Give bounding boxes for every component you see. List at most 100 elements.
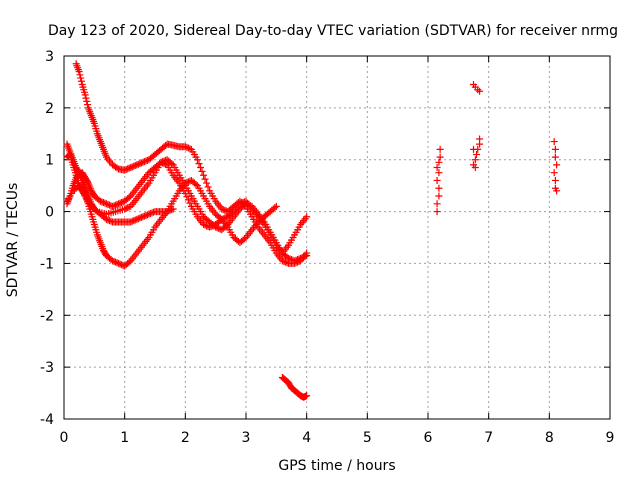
data-point-track-e — [96, 197, 104, 205]
data-point-track-d — [137, 213, 145, 221]
data-point-cluster-8.1 — [551, 145, 559, 153]
data-point-track-b — [198, 167, 206, 175]
data-point-track-e — [209, 222, 217, 230]
data-point-cluster-6.2 — [436, 145, 444, 153]
x-tick-label: 1 — [120, 430, 129, 446]
data-point-track-d — [140, 212, 148, 220]
data-point-track-c — [181, 179, 189, 187]
data-point-track-b — [113, 164, 121, 172]
data-point-track-b — [122, 165, 130, 173]
x-tick-label: 5 — [363, 430, 372, 446]
data-point-track-b — [140, 158, 148, 166]
data-point-track-a — [168, 160, 176, 168]
data-point-track-e — [118, 198, 126, 206]
data-point-track-b — [128, 163, 136, 171]
data-point-track-d — [145, 210, 153, 218]
data-point-track-d — [139, 213, 147, 221]
data-point-track-d — [104, 216, 112, 224]
data-point-track-e — [104, 200, 112, 208]
data-point-cluster-6.8 — [476, 87, 484, 95]
data-point-track-b — [291, 259, 299, 267]
data-point-track-e — [112, 201, 120, 209]
x-tick-label: 9 — [606, 430, 615, 446]
x-axis-label: GPS time / hours — [278, 458, 395, 474]
data-point-track-d — [134, 215, 142, 223]
data-point-track-d — [166, 206, 174, 214]
data-point-track-e — [84, 178, 92, 186]
data-point-cluster-6.2 — [433, 163, 441, 171]
data-point-track-c — [112, 258, 120, 266]
data-point-track-b — [200, 171, 208, 179]
data-point-cluster-6.8 — [473, 151, 481, 159]
data-point-track-e — [303, 213, 311, 221]
data-point-track-a — [121, 205, 129, 213]
data-series — [63, 60, 561, 401]
data-point-track-a — [124, 204, 132, 212]
data-point-track-b — [303, 249, 311, 257]
data-point-track-c — [183, 178, 191, 186]
data-point-track-c — [271, 204, 279, 212]
data-point-track-d — [136, 214, 144, 222]
y-tick-label: -3 — [40, 360, 54, 376]
data-point-track-a — [216, 225, 224, 233]
data-point-track-b — [76, 71, 84, 79]
x-tick-label: 6 — [424, 430, 433, 446]
data-point-track-b — [204, 183, 212, 191]
data-point-track-e — [159, 159, 167, 167]
data-point-track-e — [157, 158, 165, 166]
data-point-track-b — [124, 165, 132, 173]
data-point-track-d — [143, 211, 151, 219]
data-point-track-e — [239, 198, 247, 206]
data-point-track-b — [77, 74, 85, 82]
data-point-track-c — [119, 261, 127, 269]
y-tick-label: 1 — [45, 153, 54, 169]
data-point-track-c — [113, 259, 121, 267]
data-point-track-b — [195, 160, 203, 168]
data-point-track-b — [127, 163, 135, 171]
y-tick-label: 3 — [45, 49, 54, 65]
data-point-track-b — [222, 207, 230, 215]
x-tick-label: 7 — [484, 430, 493, 446]
data-point-cluster-8.1 — [553, 161, 561, 169]
y-tick-label: -1 — [40, 256, 54, 272]
data-point-cluster-8.1 — [550, 138, 558, 146]
data-point-track-e — [206, 223, 214, 231]
data-point-track-b — [139, 158, 147, 166]
data-point-track-d — [142, 211, 150, 219]
data-point-track-e — [181, 189, 189, 197]
data-point-track-e — [184, 196, 192, 204]
data-point-track-d — [128, 217, 136, 225]
data-point-track-a — [122, 204, 130, 212]
data-point-track-b — [203, 179, 211, 187]
data-point-track-f — [303, 392, 311, 400]
data-point-track-b — [281, 258, 289, 266]
data-point-track-e — [99, 198, 107, 206]
data-point-track-d — [127, 218, 135, 226]
data-point-track-e — [218, 215, 226, 223]
data-point-track-b — [130, 162, 138, 170]
data-point-track-e — [207, 222, 215, 230]
data-point-track-e — [236, 200, 244, 208]
data-point-track-b — [131, 162, 139, 170]
data-point-track-b — [162, 141, 170, 149]
data-point-track-e — [162, 160, 170, 168]
y-tick-label: 0 — [45, 205, 54, 221]
data-point-track-b — [283, 259, 291, 267]
data-point-track-b — [201, 175, 209, 183]
data-point-track-e — [183, 193, 191, 201]
x-tick-label: 3 — [242, 430, 251, 446]
data-point-track-b — [75, 68, 83, 76]
data-point-track-e — [186, 199, 194, 207]
data-point-track-c — [240, 235, 248, 243]
y-tick-label: 2 — [45, 101, 54, 117]
x-tick-label: 8 — [545, 430, 554, 446]
data-point-cluster-6.8 — [470, 145, 477, 153]
data-point-track-d — [169, 205, 177, 213]
data-point-track-d — [146, 210, 154, 218]
data-point-track-d — [148, 209, 156, 217]
data-point-track-b — [133, 161, 141, 169]
data-point-track-d — [168, 206, 176, 214]
data-point-track-b — [181, 143, 189, 151]
data-point-track-b — [84, 101, 92, 109]
data-point-track-b — [81, 91, 89, 99]
